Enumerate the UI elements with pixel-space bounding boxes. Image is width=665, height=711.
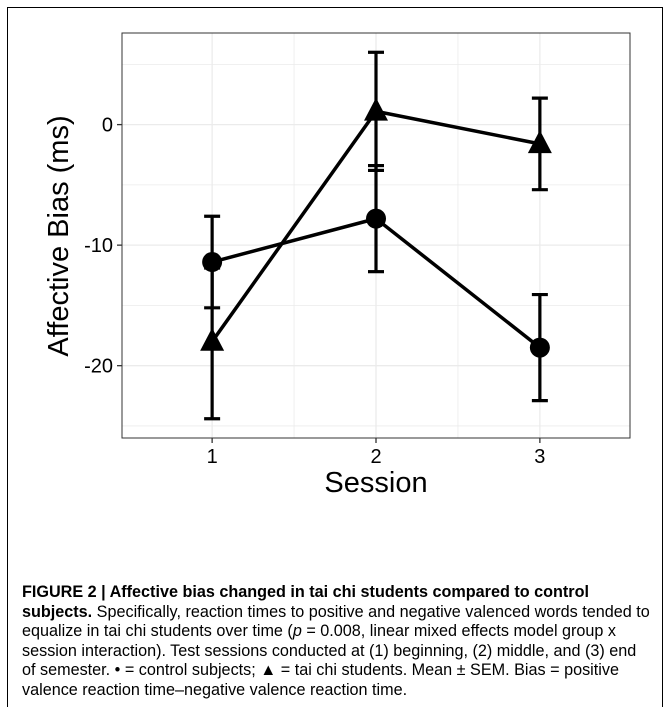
data-point-circle	[366, 208, 386, 229]
caption-p-symbol: p	[292, 622, 302, 640]
affective-bias-chart: 0 -10 -20 1 2 3 Session Affective Bias (ms)	[43, 32, 631, 499]
x-tick-label: 3	[534, 446, 545, 468]
series-layer	[200, 50, 552, 421]
data-point-triangle	[200, 327, 225, 351]
x-axis-title: Session	[324, 467, 427, 499]
x-axis: 1 2 3	[207, 438, 545, 468]
x-tick-label: 2	[370, 446, 381, 468]
caption-label: FIGURE 2 | Affective bias changed in tai…	[22, 583, 589, 621]
y-tick-label: -20	[84, 356, 113, 378]
data-point-triangle	[527, 130, 552, 154]
y-axis-title: Affective Bias (ms)	[43, 115, 75, 356]
series-triangle	[200, 50, 552, 421]
y-axis: 0 -10 -20	[84, 115, 122, 378]
figure-frame	[7, 7, 663, 707]
data-point-circle	[529, 337, 550, 358]
caption-body-intro: Specifically, reaction times to positive…	[22, 602, 650, 641]
figure-caption: FIGURE 2 | Affective bias changed in tai…	[22, 583, 652, 700]
caption-body-rest: = 0.008, linear mixed effects model grou…	[22, 622, 637, 699]
data-point-triangle	[364, 97, 388, 121]
y-tick-label: -10	[84, 235, 113, 257]
y-tick-label: 0	[102, 115, 113, 137]
series-circle	[202, 163, 550, 403]
x-tick-label: 1	[207, 446, 218, 468]
